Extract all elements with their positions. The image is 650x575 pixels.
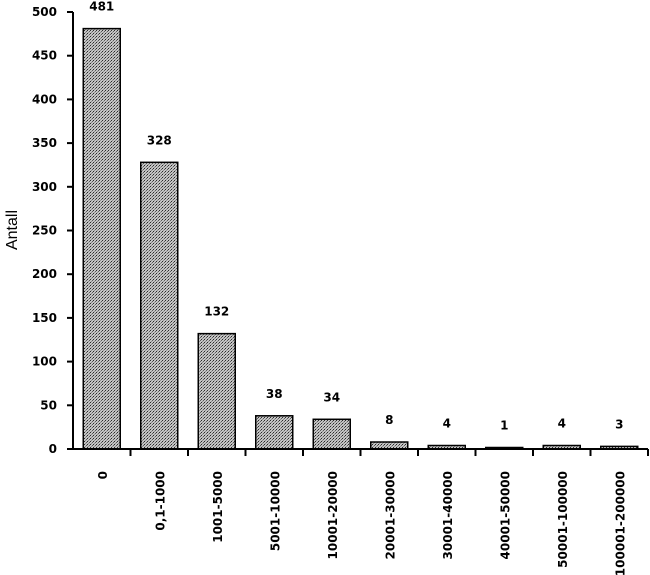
- x-category-label: 50001-100000: [556, 471, 570, 568]
- bar-1001-5000: [197, 332, 236, 450]
- y-tick-label: 350: [32, 136, 57, 150]
- bar-5001-10000: [255, 415, 294, 450]
- data-label: 481: [89, 0, 114, 14]
- y-tick-label: 150: [32, 311, 57, 325]
- y-tick-label: 100: [32, 355, 57, 369]
- data-label: 4: [443, 417, 451, 431]
- x-category-label: 40001-50000: [498, 471, 512, 559]
- y-tick-label: 200: [32, 267, 57, 281]
- bar-20001-30000: [370, 441, 409, 450]
- y-axis-title: Antall: [4, 210, 21, 250]
- x-category-label: 0: [96, 471, 110, 479]
- x-category-label: 20001-30000: [383, 471, 397, 559]
- data-label: 34: [323, 390, 340, 404]
- y-tick-label: 50: [40, 398, 57, 412]
- data-label: 8: [385, 413, 393, 427]
- data-label: 4: [558, 417, 566, 431]
- y-tick-label: 0: [49, 442, 57, 456]
- x-category-label: 5001-10000: [268, 471, 282, 551]
- y-tick-label: 500: [32, 5, 57, 19]
- y-tick-label: 450: [32, 49, 57, 63]
- x-category-label: 30001-40000: [441, 471, 455, 559]
- x-category-label: 0,1-1000: [153, 471, 167, 531]
- data-label: 132: [204, 305, 229, 319]
- y-tick-label: 400: [32, 92, 57, 106]
- bar-0,1-1000: [140, 161, 179, 450]
- data-label: 1: [500, 419, 508, 433]
- bar-0: [82, 27, 121, 450]
- y-tick-label: 300: [32, 180, 57, 194]
- bar-10001-20000: [312, 418, 351, 450]
- data-label: 38: [266, 387, 283, 401]
- x-category-label: 10001-20000: [326, 471, 340, 559]
- data-label: 328: [147, 133, 172, 147]
- x-category-label: 1001-5000: [211, 471, 225, 543]
- data-label: 3: [615, 417, 623, 431]
- x-category-label: 100001-200000: [613, 471, 627, 575]
- y-tick-label: 250: [32, 224, 57, 238]
